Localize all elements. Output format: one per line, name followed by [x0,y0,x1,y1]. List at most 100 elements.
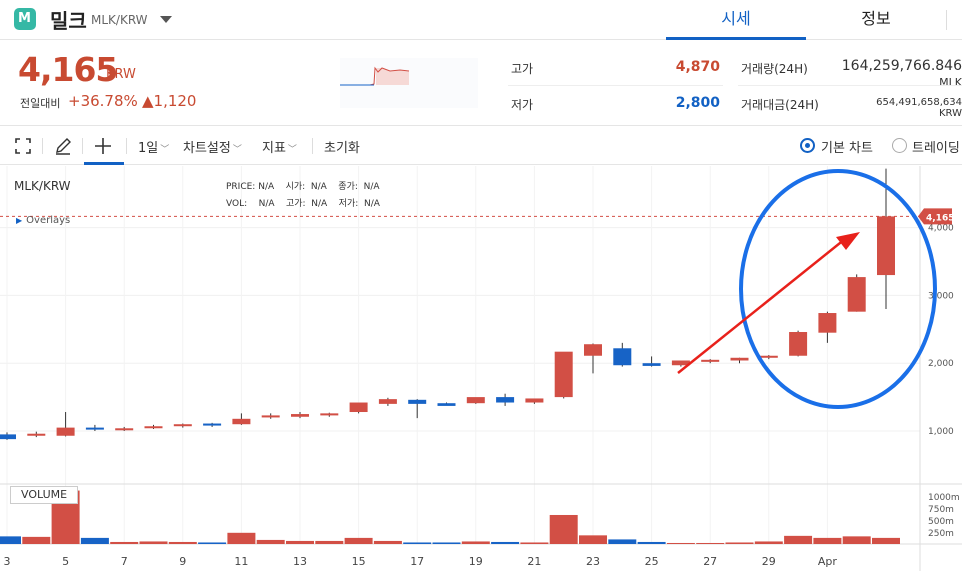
candle-body [320,413,339,416]
candle-body [144,426,163,429]
fullscreen-icon[interactable] [12,135,34,157]
volume-bar [80,537,109,544]
volume-bar [784,535,813,544]
stat-divider [508,85,723,86]
candle-body [847,277,866,312]
coin-pair: MLK/KRW [91,13,148,27]
price-tick-label: 2,000 [928,359,954,369]
low-value: 2,800 [675,95,720,111]
reset-button[interactable]: 초기화 [324,141,360,156]
date-tick-label: 25 [645,555,659,568]
candle-body [789,332,808,356]
basic-chart-label[interactable]: 기본 차트 [821,141,873,156]
volume-tick-label: 500m [928,517,954,527]
candle-body [27,433,46,436]
legend-volume-row: VOL: N/A 고가: N/A 저가: N/A [226,199,380,209]
crosshair-icon[interactable] [92,135,114,157]
amount-24h-value: 654,491,658,634 KRW [876,97,962,119]
date-tick-label: 21 [527,555,541,568]
current-price-tag [918,208,952,225]
date-tick-label: 19 [469,555,483,568]
volume-bar [579,535,607,544]
candle-body [496,397,515,403]
mini-price-chart [340,58,478,108]
change-rate: +36.78% [68,92,138,110]
tradingview-radio[interactable] [892,138,907,153]
chart-settings-menu[interactable]: 차트설정 ﹀ [183,141,242,156]
price-summary: 4,165 KRW 전일대비 +36.78% ▲1,120 고가 4,870 저… [0,40,962,126]
coin-name: 밀크 [50,9,87,33]
annotation-arrow-head [836,232,860,250]
pencil-icon[interactable] [52,135,74,157]
candle-body [203,423,222,426]
change-label: 전일대비 [20,97,61,110]
candle-body [730,357,749,361]
date-tick-label: 3 [4,555,11,568]
candle-body [701,359,720,362]
candle-body [877,216,895,276]
candlestick-chart[interactable]: 1,000 2,000 3,000 4,000 1000m 750m 500m 250m 3 5 7… [0,166,962,571]
chevron-down-icon: ﹀ [232,145,242,155]
indicators-menu[interactable]: 지표 ﹀ [262,141,297,156]
candle-body [466,397,485,404]
volume-tick-label: 1000m [928,493,960,503]
volume-bar [842,536,871,544]
high-label: 고가 [511,62,534,76]
triangle-right-icon: ▶ [16,216,23,225]
toolbar-divider [312,138,313,154]
price-tick-label: 4,000 [928,224,954,234]
tradingview-label[interactable]: 트레이딩 [912,141,960,156]
volume-bar [22,536,51,544]
stat-divider [738,85,962,86]
candle-body [173,424,192,427]
volume-bar [139,541,168,544]
price-tick-label: 3,000 [928,291,954,301]
candle-body [232,418,251,425]
date-tick-label: 7 [121,555,128,568]
overlays-toggle[interactable]: ▶ Overlays [16,215,71,226]
chart-canvas[interactable]: 1,000 2,000 3,000 4,000 1000m 750m 500m 250m 3 5 7… [0,166,962,571]
volume-tick-label: 750m [928,505,954,515]
candle-body [613,348,632,366]
toolbar-divider [126,138,127,154]
date-tick-label: 15 [352,555,366,568]
candle-body [408,399,427,404]
tab-divider [946,10,947,30]
volume-bar [608,539,637,544]
date-tick-label: 17 [410,555,424,568]
date-tick-label: 9 [179,555,186,568]
volume-bar [637,541,666,544]
volume-bar [491,541,520,544]
current-price: 4,165 [18,50,118,89]
volume-bar [696,542,725,544]
date-tick-label: 11 [234,555,248,568]
price-tick-label: 1,000 [928,427,954,437]
active-tool-indicator [84,162,124,165]
tab-info[interactable]: 정보 [861,9,891,28]
amount-24h-label: 거래대금(24H) [741,98,819,112]
toolbar-divider [82,138,83,154]
change-amount: ▲1,120 [142,92,197,110]
coin-select-dropdown-icon[interactable] [160,16,172,23]
volume-bar [754,541,783,544]
current-price-tag-label: 4,165 [926,213,954,223]
interval-select[interactable]: 1일 ﹀ [138,141,170,156]
price-unit: KRW [106,67,136,82]
basic-chart-radio[interactable] [800,138,815,153]
candle-body [671,360,690,366]
volume-bar [227,532,256,544]
volume-bar [0,536,21,544]
coin-logo-icon: M [14,8,36,30]
candle-body [818,313,837,333]
candle-body [349,402,368,413]
volume-bar [168,541,197,544]
candle-body [56,427,75,436]
volume-bar [286,540,314,544]
candle-body [642,363,661,366]
date-tick-label: 23 [586,555,600,568]
volume-bar [344,537,373,544]
volume-bar [872,537,900,544]
candle-body [261,415,280,418]
high-value: 4,870 [675,59,720,75]
tab-price[interactable]: 시세 [666,0,806,40]
